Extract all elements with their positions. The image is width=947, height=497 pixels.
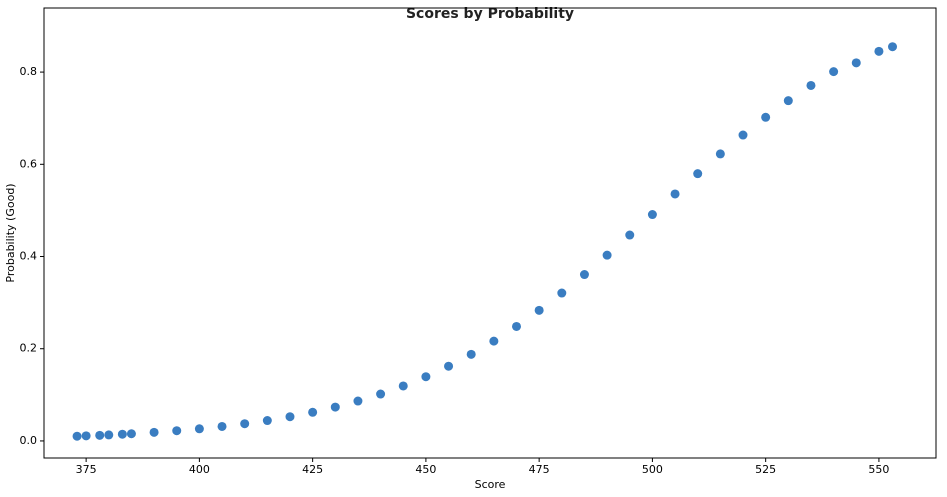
point (806, 80, 816, 90)
point (421, 372, 431, 382)
x-tick-label: 375 (76, 463, 97, 476)
point (444, 361, 454, 371)
y-tick-label: 0.0 (20, 434, 38, 447)
x-tick-label: 500 (642, 463, 663, 476)
x-tick-label: 450 (415, 463, 436, 476)
point (738, 130, 748, 140)
point (81, 431, 91, 441)
point (104, 430, 114, 440)
point (308, 407, 318, 417)
point (262, 416, 272, 426)
point (217, 421, 227, 431)
point (95, 430, 105, 440)
point (534, 305, 544, 315)
y-tick-label: 0.6 (20, 157, 38, 170)
plot-frame (43, 7, 937, 459)
y-tick-label: 0.4 (20, 250, 38, 263)
point (330, 402, 340, 412)
x-tick-label: 475 (529, 463, 550, 476)
y-tick-label: 0.2 (20, 342, 38, 355)
point (715, 149, 725, 159)
point (851, 58, 861, 68)
point (117, 429, 127, 439)
x-tick-label: 550 (868, 463, 889, 476)
point (194, 424, 204, 434)
chart-title: Scores by Probability (406, 6, 574, 22)
point (126, 429, 136, 439)
x-axis-label: Score (475, 478, 506, 491)
x-tick-label: 525 (755, 463, 776, 476)
point (625, 230, 635, 240)
point (240, 419, 250, 429)
y-axis-label: Probability (Good) (4, 183, 17, 282)
point (285, 412, 295, 422)
point (466, 349, 476, 359)
y-tick-label: 0.8 (20, 65, 38, 78)
point (579, 270, 589, 280)
point (783, 96, 793, 106)
x-tick-label: 400 (189, 463, 210, 476)
point (888, 42, 898, 52)
point (172, 426, 182, 436)
point (829, 67, 839, 77)
point (874, 46, 884, 56)
point (353, 396, 363, 406)
point (693, 169, 703, 179)
point (149, 427, 159, 437)
point (602, 250, 612, 260)
point (647, 210, 657, 220)
point (557, 288, 567, 298)
point (670, 189, 680, 199)
point (398, 381, 408, 391)
point (761, 112, 771, 122)
point (376, 389, 386, 399)
point (72, 431, 82, 441)
point (489, 336, 499, 346)
point (512, 321, 522, 331)
x-tick-label: 425 (302, 463, 323, 476)
